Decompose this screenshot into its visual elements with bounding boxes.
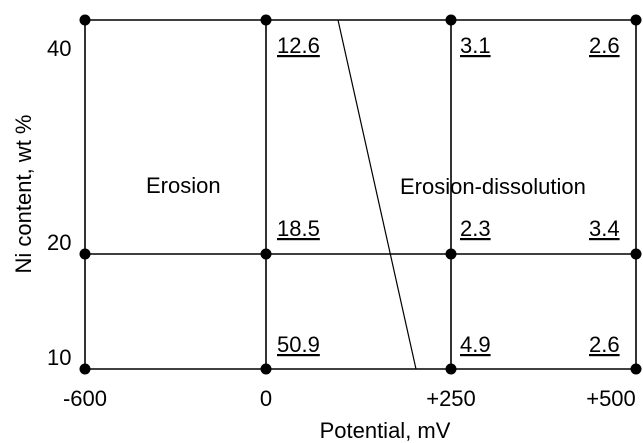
node bbox=[260, 363, 272, 375]
node bbox=[260, 248, 272, 260]
node bbox=[445, 14, 457, 26]
node bbox=[79, 14, 91, 26]
x-tick-label-plus500: +500 bbox=[586, 386, 636, 411]
cell-value: 18.5 bbox=[277, 216, 320, 241]
cell-value: 12.6 bbox=[277, 33, 320, 58]
region-label-erosion-dissolution: Erosion-dissolution bbox=[400, 174, 586, 199]
y-tick-label-10: 10 bbox=[47, 345, 71, 370]
x-axis-title: Potential, mV bbox=[320, 418, 451, 443]
cell-value: 50.9 bbox=[277, 332, 320, 357]
region-label-erosion: Erosion bbox=[146, 173, 221, 198]
cell-value: 2.6 bbox=[589, 33, 620, 58]
region-boundary-line bbox=[337, 19, 417, 370]
node bbox=[79, 363, 91, 375]
cell-value: 2.3 bbox=[460, 216, 491, 241]
cell-value: 3.4 bbox=[589, 216, 620, 241]
y-axis-title: Ni content, wt % bbox=[11, 115, 36, 274]
node bbox=[630, 14, 642, 26]
x-tick-label-zero: 0 bbox=[260, 386, 272, 411]
cell-value: 3.1 bbox=[460, 33, 491, 58]
y-tick-label-20: 20 bbox=[47, 230, 71, 255]
node bbox=[445, 363, 457, 375]
node bbox=[630, 248, 642, 260]
cell-value: 2.6 bbox=[589, 332, 620, 357]
x-tick-label-plus250: +250 bbox=[426, 386, 476, 411]
cell-value: 4.9 bbox=[460, 332, 491, 357]
y-tick-label-40: 40 bbox=[47, 36, 71, 61]
node bbox=[79, 248, 91, 260]
node bbox=[260, 14, 272, 26]
node bbox=[445, 248, 457, 260]
x-tick-label-minus600: -600 bbox=[63, 386, 107, 411]
grid-lines bbox=[84, 19, 637, 370]
node bbox=[630, 363, 642, 375]
grid-nodes bbox=[79, 14, 642, 375]
